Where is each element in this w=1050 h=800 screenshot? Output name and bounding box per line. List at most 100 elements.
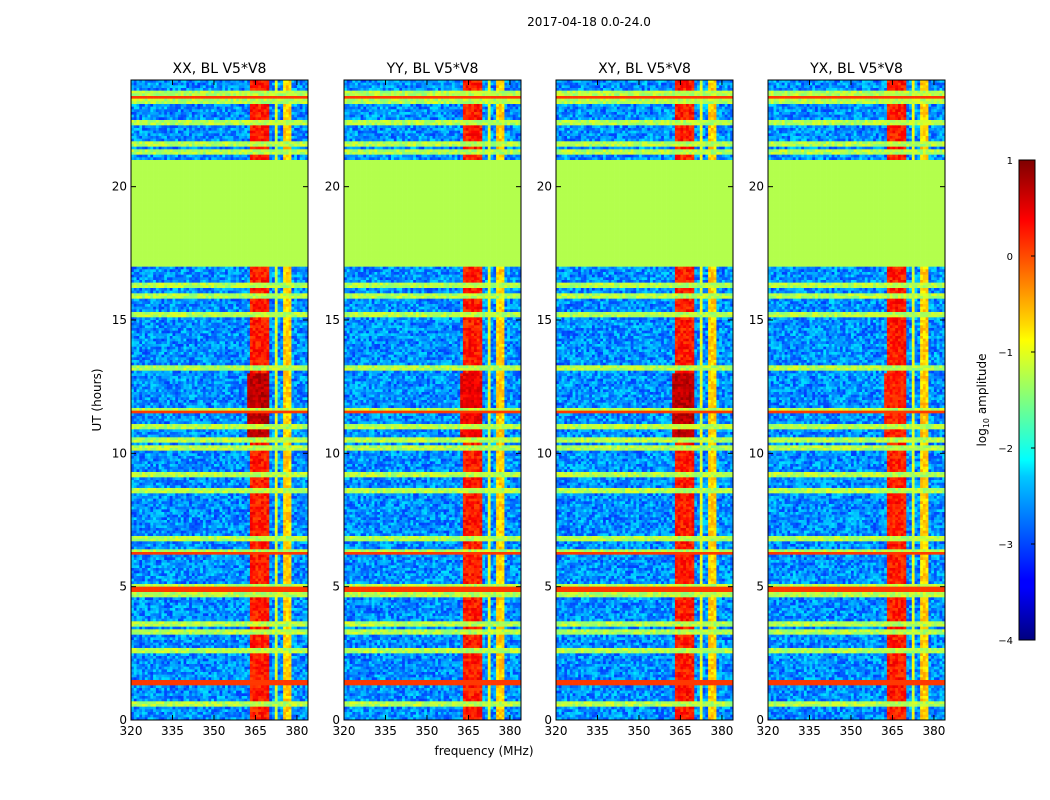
heatmap-cell <box>172 101 175 104</box>
heatmap-cell <box>153 93 156 96</box>
heatmap-cell <box>225 101 228 104</box>
heatmap-cell <box>195 99 198 102</box>
heatmap-cell <box>167 96 170 99</box>
heatmap-cell <box>172 107 175 110</box>
heatmap-cell <box>211 99 214 102</box>
heatmap-cell <box>280 101 283 104</box>
heatmap-cell <box>170 107 173 110</box>
heatmap-cell <box>291 83 294 86</box>
heatmap-cell <box>200 93 203 96</box>
heatmap-cell <box>192 101 195 104</box>
heatmap-cell <box>139 99 142 102</box>
heatmap-cell <box>253 104 256 107</box>
heatmap-cell <box>153 107 156 110</box>
heatmap-cell <box>247 99 250 102</box>
heatmap-cell <box>206 93 209 96</box>
heatmap-cell <box>272 107 275 110</box>
heatmap-cell <box>142 83 145 86</box>
heatmap-cell <box>225 99 228 102</box>
heatmap-cell <box>184 104 187 107</box>
heatmap-cell <box>172 104 175 107</box>
heatmap-cell <box>189 93 192 96</box>
heatmap-cell <box>272 85 275 88</box>
heatmap-cell <box>181 107 184 110</box>
figure-title: 2017-04-18 0.0-24.0 <box>527 15 651 29</box>
heatmap-cell <box>247 93 250 96</box>
heatmap-cell <box>220 99 223 102</box>
heatmap-cell <box>289 101 292 104</box>
heatmap-cell <box>181 109 184 112</box>
heatmap-cell <box>247 85 250 88</box>
heatmap-cell <box>300 83 303 86</box>
heatmap-cell <box>297 88 300 91</box>
heatmap-cell <box>137 88 140 91</box>
heatmap-cell <box>267 93 270 96</box>
heatmap-cell <box>239 91 242 94</box>
heatmap-cell <box>278 107 281 110</box>
heatmap-cell <box>242 107 245 110</box>
heatmap-cell <box>172 109 175 112</box>
heatmap-cell <box>261 101 264 104</box>
heatmap-cell <box>236 88 239 91</box>
heatmap-cell <box>239 83 242 86</box>
heatmap-cell <box>150 93 153 96</box>
heatmap-cell <box>250 101 253 104</box>
heatmap-cell <box>178 107 181 110</box>
heatmap-cell <box>178 83 181 86</box>
heatmap-cell <box>242 96 245 99</box>
heatmap-cell <box>134 107 137 110</box>
heatmap-cell <box>206 91 209 94</box>
heatmap-cell <box>178 101 181 104</box>
heatmap-cell <box>211 88 214 91</box>
heatmap-cell <box>294 96 297 99</box>
heatmap-cell <box>258 93 261 96</box>
heatmap-cell <box>247 83 250 86</box>
heatmap-cell <box>228 83 231 86</box>
heatmap-cell <box>302 93 305 96</box>
heatmap-cell <box>186 91 189 94</box>
heatmap-cell <box>291 96 294 99</box>
heatmap-cell <box>217 107 220 110</box>
heatmap-cell <box>189 83 192 86</box>
heatmap-cell <box>242 101 245 104</box>
heatmap-cell <box>225 88 228 91</box>
heatmap-cell <box>170 88 173 91</box>
heatmap-cell <box>192 107 195 110</box>
heatmap-cell <box>200 88 203 91</box>
heatmap-cell <box>239 107 242 110</box>
heatmap-cell <box>192 99 195 102</box>
heatmap-cell <box>236 93 239 96</box>
heatmap-cell <box>275 88 278 91</box>
heatmap-cell <box>137 99 140 102</box>
heatmap-cell <box>137 91 140 94</box>
heatmap-cell <box>275 93 278 96</box>
heatmap-cell <box>272 93 275 96</box>
heatmap-cell <box>220 109 223 112</box>
heatmap-cell <box>289 88 292 91</box>
heatmap-cell <box>294 93 297 96</box>
heatmap-cell <box>233 101 236 104</box>
heatmap-cell <box>214 99 217 102</box>
heatmap-cell <box>186 96 189 99</box>
heatmap-cell <box>233 99 236 102</box>
heatmap-cell <box>294 107 297 110</box>
heatmap-cell <box>267 85 270 88</box>
heatmap-cell <box>208 99 211 102</box>
heatmap-cell <box>153 88 156 91</box>
heatmap-cell <box>159 109 162 112</box>
heatmap-cell <box>231 96 234 99</box>
heatmap-cell <box>150 88 153 91</box>
heatmap-cell <box>302 101 305 104</box>
heatmap-cell <box>178 104 181 107</box>
heatmap-cell <box>258 101 261 104</box>
heatmap-cell <box>253 91 256 94</box>
heatmap-cell <box>267 96 270 99</box>
heatmap-cell <box>267 88 270 91</box>
heatmap-cell <box>264 83 267 86</box>
heatmap-cell <box>206 85 209 88</box>
heatmap-cell <box>255 88 258 91</box>
heatmap-cell <box>189 91 192 94</box>
heatmap-cell <box>280 104 283 107</box>
heatmap-cell <box>214 104 217 107</box>
heatmap-cell <box>228 91 231 94</box>
